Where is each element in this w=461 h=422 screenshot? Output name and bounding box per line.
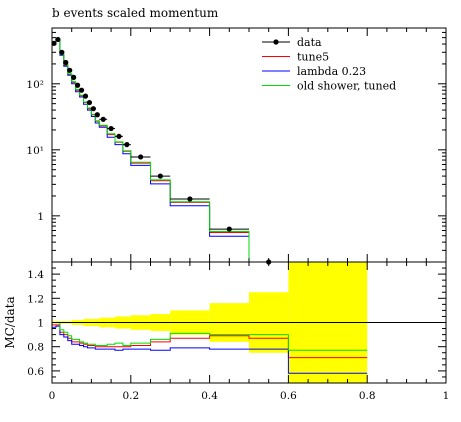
data-point bbox=[209, 226, 249, 232]
x-tick-label: 1 bbox=[443, 390, 450, 402]
legend-item: old shower, tuned bbox=[262, 80, 396, 93]
data-point bbox=[67, 67, 73, 73]
data-point-marker bbox=[59, 49, 65, 55]
data-point-marker bbox=[71, 74, 77, 80]
data-point-marker bbox=[226, 226, 232, 232]
data-points bbox=[51, 36, 289, 265]
chart-title: b events scaled momentum bbox=[52, 6, 219, 20]
data-point bbox=[86, 99, 93, 106]
data-point-marker bbox=[138, 154, 144, 160]
data-point bbox=[59, 49, 65, 55]
x-tick-label: 0.6 bbox=[280, 390, 297, 402]
legend-label: data bbox=[297, 36, 322, 49]
data-point bbox=[107, 125, 116, 132]
ratio-line-old-shower-tuned bbox=[52, 322, 368, 351]
data-point bbox=[55, 36, 61, 43]
ratio-series bbox=[52, 322, 446, 374]
x-tick-label: 0.4 bbox=[201, 390, 218, 402]
data-point bbox=[170, 196, 210, 202]
data-point-marker bbox=[55, 36, 61, 43]
axes: 1 10¹ 10² 0 0.2 0.4 0.6 0.8 1 0.6 0.8 1 1.2 1.4 bbox=[26, 27, 450, 402]
data-point-marker bbox=[100, 116, 106, 122]
data-point bbox=[122, 141, 131, 148]
ratio-line-lambda-0-23 bbox=[52, 325, 368, 374]
x-tick-label: 0 bbox=[49, 390, 56, 402]
data-point-marker bbox=[124, 141, 130, 148]
main-y-tick-label: 1 bbox=[37, 211, 44, 223]
data-point-marker bbox=[86, 99, 93, 106]
ratio-y-tick-label: 1.4 bbox=[27, 269, 44, 281]
ratio-y-tick-label: 1 bbox=[37, 318, 44, 330]
data-point bbox=[71, 74, 77, 80]
main-y-tick-label: 10² bbox=[26, 79, 44, 91]
x-tick-label: 0.8 bbox=[359, 390, 376, 402]
data-point bbox=[115, 133, 123, 139]
data-point-marker bbox=[108, 125, 114, 132]
data-point-marker bbox=[187, 196, 193, 202]
data-point-marker bbox=[94, 112, 100, 118]
legend-item: lambda 0.23 bbox=[262, 65, 366, 78]
data-point bbox=[94, 112, 100, 118]
data-point bbox=[63, 59, 69, 66]
data-point-marker bbox=[75, 82, 81, 88]
data-point-marker bbox=[67, 67, 73, 73]
data-point bbox=[99, 116, 108, 122]
x-tick-label: 0.2 bbox=[122, 390, 139, 402]
ratio-y-tick-label: 0.8 bbox=[27, 342, 44, 354]
data-point bbox=[51, 40, 57, 46]
legend-label: tune5 bbox=[297, 51, 329, 64]
data-point-marker bbox=[116, 133, 122, 139]
ratio-y-tick-label: 1.2 bbox=[27, 293, 44, 305]
legend-item: tune5 bbox=[262, 51, 329, 64]
data-point bbox=[130, 154, 151, 160]
data-point bbox=[78, 87, 85, 93]
ratio-y-axis-label: MC/data bbox=[3, 296, 17, 348]
data-point-marker bbox=[78, 87, 85, 93]
legend-label: old shower, tuned bbox=[297, 80, 396, 93]
data-point-marker bbox=[63, 59, 69, 66]
data-point-marker bbox=[51, 40, 57, 46]
legend-label: lambda 0.23 bbox=[297, 65, 366, 78]
data-point bbox=[90, 106, 96, 112]
data-point-marker bbox=[82, 93, 89, 99]
ratio-y-tick-label: 0.6 bbox=[27, 366, 44, 378]
main-plot-frame bbox=[51, 27, 447, 263]
data-point-marker bbox=[157, 173, 163, 179]
data-point-marker bbox=[90, 106, 96, 112]
data-point bbox=[75, 82, 81, 88]
data-point bbox=[150, 173, 171, 179]
legend-marker bbox=[273, 39, 279, 45]
legend-item: data bbox=[262, 36, 322, 49]
main-y-tick-label: 10¹ bbox=[26, 145, 44, 157]
data-point bbox=[82, 93, 89, 99]
